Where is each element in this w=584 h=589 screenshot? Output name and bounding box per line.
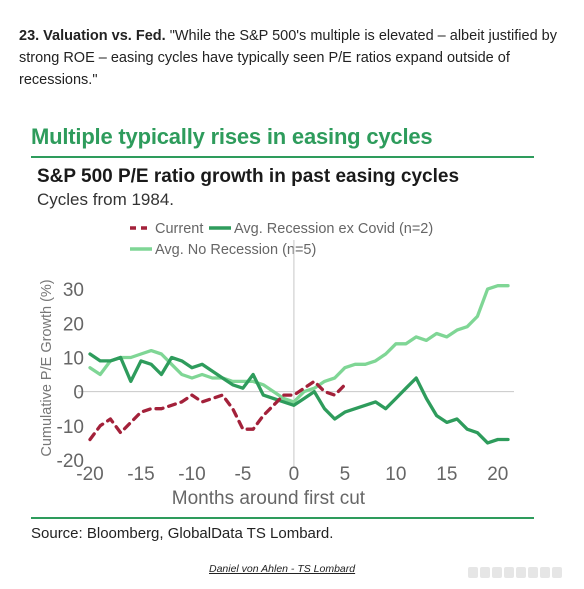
y-tick-label: 30 [63, 280, 84, 301]
pe-growth-chart: Current Avg. Recession ex Covid (n=2) Avg.… [39, 221, 514, 509]
legend-label: Current [155, 221, 203, 237]
bottom-rule [31, 517, 534, 519]
chart-legend: Current Avg. Recession ex Covid (n=2) Avg.… [130, 221, 433, 258]
watermark-image [468, 565, 578, 581]
series-line [88, 352, 510, 445]
y-tick-label: -10 [57, 417, 84, 438]
intro-lead: 23. Valuation vs. Fed. [19, 28, 166, 44]
legend-label: Avg. Recession ex Covid (n=2) [234, 221, 433, 237]
x-axis-label: Months around first cut [172, 488, 366, 509]
series-line [88, 379, 347, 442]
reference-lines [78, 240, 514, 468]
chart-series [88, 284, 510, 445]
intro-quote: "While the S&P 500's multiple is elevate… [19, 28, 557, 88]
y-axis-ticks: -20 -10 0 10 20 30 [57, 280, 84, 472]
series-line [88, 284, 510, 404]
x-axis-ticks: -20 -15 -10 -5 0 5 10 15 20 [76, 464, 508, 485]
x-tick-label: 0 [289, 464, 300, 485]
y-tick-label: 10 [63, 348, 84, 369]
x-tick-label: 5 [340, 464, 351, 485]
chart-title: S&P 500 P/E ratio growth in past easing … [37, 166, 460, 187]
card-headline: Multiple typically rises in easing cycle… [31, 124, 433, 149]
y-axis-label: Cumulative P/E Growth (%) [39, 279, 55, 456]
intro-paragraph: 23. Valuation vs. Fed. "While the S&P 50… [19, 25, 559, 91]
x-tick-label: 10 [385, 464, 406, 485]
y-tick-label: 0 [73, 383, 84, 404]
source-note: Source: Bloomberg, GlobalData TS Lombard… [31, 525, 334, 542]
y-tick-label: 20 [63, 314, 84, 335]
x-tick-label: 15 [436, 464, 457, 485]
x-tick-label: -20 [76, 464, 103, 485]
x-tick-label: 20 [487, 464, 508, 485]
chart-subtitle: Cycles from 1984. [37, 190, 174, 209]
x-tick-label: -5 [234, 464, 251, 485]
x-tick-label: -10 [178, 464, 205, 485]
author-credit-link[interactable]: Daniel von Ahlen - TS Lombard [209, 563, 356, 575]
top-rule [31, 156, 534, 158]
x-tick-label: -15 [127, 464, 154, 485]
y-tick-label: -20 [57, 451, 84, 472]
legend-label: Avg. No Recession (n=5) [155, 242, 316, 258]
